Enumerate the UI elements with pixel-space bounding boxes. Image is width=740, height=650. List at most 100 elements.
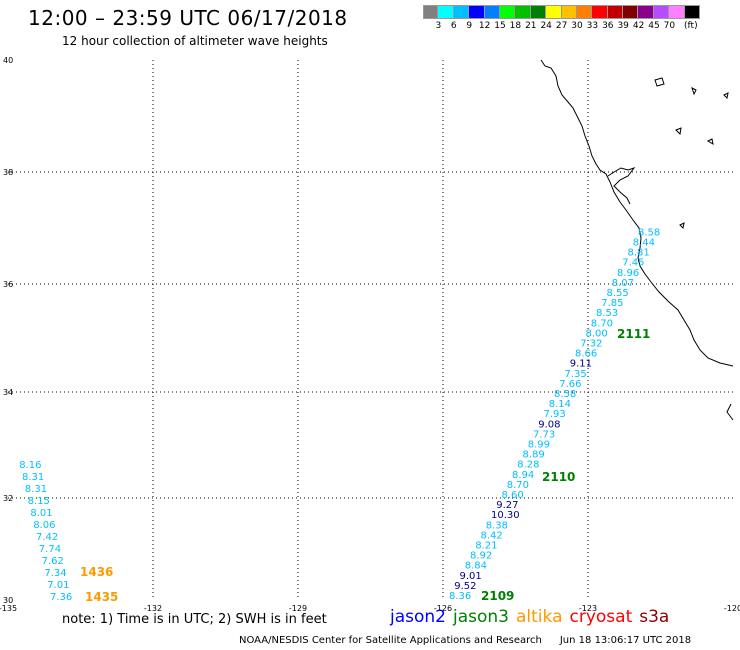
wave-height-reading: 8.81: [628, 248, 650, 259]
legend-tick-label: 3: [435, 21, 442, 31]
wave-height-reading: 8.21: [475, 541, 497, 552]
legend-swatch: [607, 5, 624, 19]
wave-height-reading: 8.99: [528, 440, 550, 451]
wave-height-reading: 7.42: [36, 532, 58, 543]
longitude-label: -129: [289, 604, 307, 613]
wave-height-reading: 8.44: [633, 238, 655, 249]
latitude-label: 34: [3, 388, 13, 397]
channel-island-a: [654, 77, 665, 87]
wave-height-reading: 8.36: [449, 591, 471, 602]
legend-unit: (ft): [684, 21, 698, 31]
legend-tick-label: 15: [494, 21, 506, 31]
wave-height-reading: 8.38: [486, 520, 508, 531]
legend-tick-label: 9: [466, 21, 473, 31]
legend-tick-label: 33: [586, 21, 599, 31]
wave-height-reading: 9.27: [496, 500, 518, 511]
credit-line: NOAA/NESDIS Center for Satellite Applica…: [239, 635, 691, 646]
pass-label: 2109: [481, 589, 514, 603]
legend-swatch: [638, 5, 654, 19]
longitude-label: -132: [144, 604, 162, 613]
legend-swatch: [669, 5, 685, 19]
legend-tick-label: 12: [478, 21, 491, 31]
legend-swatches: [423, 5, 701, 19]
legend-swatch: [438, 5, 454, 19]
legend-swatch: [530, 5, 547, 19]
channel-island-e: [679, 222, 685, 230]
wave-height-reading: 7.35: [565, 369, 587, 380]
wave-height-reading: 8.07: [612, 278, 634, 289]
wave-height-reading: 8.58: [638, 227, 660, 238]
wave-height-reading: 7.45: [622, 258, 644, 269]
wave-height-reading: 9.52: [454, 581, 476, 592]
latitude-label: 32: [3, 494, 13, 503]
wave-height-readings: 8.369.529.018.848.928.218.428.3810.309.2…: [19, 227, 660, 603]
legend-swatch: [499, 5, 516, 19]
san-francisco-bay: [607, 167, 636, 205]
wave-height-reading: 8.42: [481, 530, 503, 541]
longitude-label: -123: [579, 604, 597, 613]
coastline: [540, 59, 734, 421]
wave-height-reading: 7.66: [559, 379, 581, 390]
wave-height-reading: 8.60: [502, 490, 524, 501]
satellite-s3a: s3a: [639, 607, 670, 627]
wave-height-reading: 8.55: [607, 288, 629, 299]
wave-height-reading: 7.34: [44, 568, 66, 579]
wave-height-reading: 8.31: [22, 472, 44, 483]
wave-height-reading: 10.30: [491, 510, 520, 521]
legend-swatch: [515, 5, 531, 19]
channel-island-b: [691, 87, 697, 96]
latitude-label: 30: [3, 596, 13, 605]
wave-height-reading: 8.70: [591, 318, 613, 329]
satellite-jason3: jason3: [453, 607, 509, 627]
wave-height-reading: 8.16: [19, 460, 41, 471]
wave-height-reading: 8.28: [517, 460, 539, 471]
wave-height-reading: 7.36: [50, 592, 72, 603]
satellite-altika: altika: [516, 607, 563, 627]
map-title: 12:00 – 23:59 UTC 06/17/2018: [28, 6, 348, 30]
wave-height-reading: 8.58: [554, 389, 576, 400]
wave-height-reading: 8.96: [617, 268, 639, 279]
latitude-label: 38: [3, 168, 13, 177]
legend-tick-label: 6: [450, 21, 457, 31]
legend-swatch: [546, 5, 562, 19]
latitude-label: 40: [3, 56, 13, 65]
legend-swatch: [576, 5, 593, 19]
wave-height-reading: 8.70: [507, 480, 529, 491]
wave-height-reading: 9.08: [538, 419, 560, 430]
wave-height-reading: 8.53: [596, 308, 618, 319]
legend-swatch: [469, 5, 485, 19]
wave-height-reading: 8.00: [586, 328, 608, 339]
wave-height-reading: 8.94: [512, 470, 534, 481]
legend-tick-label: 42: [632, 21, 645, 31]
map-grid: [8, 60, 733, 600]
legend-swatch: [684, 5, 701, 19]
wave-height-reading: 8.66: [575, 349, 597, 360]
legend-swatch: [592, 5, 608, 19]
california-coastline: [540, 59, 734, 367]
longitude-label: -126: [434, 604, 452, 613]
legend-swatch: [561, 5, 577, 19]
pass-label: 2110: [542, 470, 575, 484]
wave-height-reading: 7.85: [601, 298, 623, 309]
credit-timestamp: Jun 18 13:06:17 UTC 2018: [559, 635, 692, 646]
legend-tick-label: 27: [555, 21, 568, 31]
legend-labels: 3 6 9 12 15 18 21 24 27 30 33 36 39 42 45 70 (ft): [423, 19, 700, 31]
wave-height-reading: 7.62: [42, 556, 64, 567]
channel-island-c: [675, 127, 682, 136]
pass-label: 1436: [80, 565, 113, 579]
legend-tick-label: 18: [509, 21, 522, 31]
map-subtitle: 12 hour collection of altimeter wave hei…: [62, 34, 328, 48]
legend-swatch: [423, 5, 439, 19]
latitude-label: 36: [3, 280, 13, 289]
legend-tick-label: 45: [648, 21, 660, 31]
pass-number-labels: 2109 2110 2111 1435 1436: [80, 327, 650, 604]
wave-height-reading: 7.74: [39, 544, 61, 555]
wave-height-reading: 7.73: [533, 429, 555, 440]
pass-label: 1435: [85, 590, 118, 604]
legend-tick-label: 24: [540, 21, 552, 31]
legend-tick-label: 30: [571, 21, 583, 31]
wave-height-reading: 8.01: [30, 508, 52, 519]
pass-label: 2111: [617, 327, 650, 341]
legend-swatch: [623, 5, 639, 19]
